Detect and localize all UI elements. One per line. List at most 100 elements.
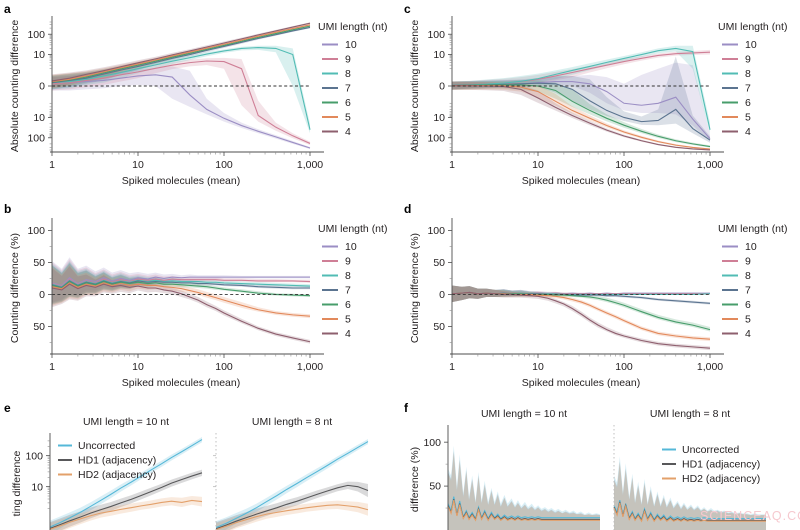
y-tick-label: 50 (433, 257, 445, 269)
legend-label-umi-6: 6 (345, 97, 351, 109)
y-axis-label: Absolute counting difference (409, 20, 421, 152)
x-tick-label: 10 (132, 159, 144, 171)
y-tick-label: 100 (423, 437, 441, 449)
y-tick-label: 50 (33, 321, 45, 333)
facet-title: UMI length = 8 nt (252, 416, 332, 428)
line-uncorrected (613, 500, 766, 521)
legend-title: UMI length (nt) (718, 21, 787, 33)
legend-label-umi-5: 5 (345, 112, 351, 124)
band-umi-8 (52, 261, 310, 304)
legend-label-uncorrected: Uncorrected (78, 440, 135, 452)
band-umi-5 (52, 264, 310, 319)
x-tick-label: 10 (132, 361, 144, 373)
y-tick-label: 100 (25, 450, 43, 462)
band-hd2 (448, 452, 600, 530)
axes: 100 50 0 50 1 10 100 1,000 (27, 218, 324, 373)
line-umi-8 (51, 47, 311, 130)
legend-label-umi-6: 6 (345, 299, 351, 311)
panel-c: c 100 10 0 10 100 1 10 100 1,000 Spiked molecules… (400, 0, 800, 200)
legend-label-umi-7: 7 (345, 83, 351, 95)
band-hd2 (50, 496, 202, 530)
legend-label-umi-10: 10 (745, 241, 757, 253)
line-uncorrected (447, 496, 600, 521)
y-axis-label: Counting difference (%) (409, 233, 421, 343)
legend-label-umi-9: 9 (345, 54, 351, 66)
band-umi-9 (452, 49, 710, 90)
x-tick-label: 1,000 (297, 361, 323, 373)
x-axis-label: Spiked molecules (mean) (522, 377, 640, 389)
legend-label-umi-4: 4 (345, 126, 351, 138)
line-umi-5 (451, 85, 711, 150)
panel-b: b 100 50 0 50 1 10 100 1,000 Spiked molecules (m… (0, 200, 400, 397)
band-hd1 (50, 469, 202, 530)
line-umi-9 (51, 278, 311, 287)
panel-f: f UMI length = 10 nt 100 50 difference (%) U… (400, 397, 800, 530)
legend-title: UMI length (nt) (318, 223, 387, 235)
y-tick-label: 100 (427, 132, 445, 144)
legend-label-umi-5: 5 (745, 112, 751, 124)
x-tick-label: 1,000 (297, 159, 323, 171)
legend-label-umi-7: 7 (745, 83, 751, 95)
band-hd2 (614, 463, 766, 530)
umi-legend: UMI length (nt) 10 9 8 7 6 5 4 (318, 21, 387, 138)
axes: 100 50 0 50 1 10 100 1,000 (427, 218, 724, 373)
x-tick-label: 100 (615, 159, 633, 171)
x-axis-label: Spiked molecules (mean) (522, 175, 640, 187)
y-tick-label: 0 (39, 289, 45, 301)
panel-d: d 100 50 0 50 1 10 100 1,000 Spiked molecules (m… (400, 200, 800, 397)
panel-a: a 100 10 0 10 100 1 10 100 1,000 Spiked molecules… (0, 0, 400, 200)
x-tick-label: 1 (449, 361, 455, 373)
legend-label-umi-4: 4 (745, 126, 751, 138)
line-hd1 (49, 472, 203, 529)
legend-label-uncorrected: Uncorrected (682, 444, 739, 456)
facet-1: UMI length = 8 nt (213, 416, 369, 530)
x-axis-label: Spiked molecules (mean) (122, 175, 240, 187)
line-hd2 (49, 499, 203, 530)
legend-label-umi-7: 7 (345, 285, 351, 297)
band-hd1 (614, 461, 766, 530)
legend-label-umi-8: 8 (745, 68, 751, 80)
legend-label-umi-9: 9 (745, 256, 751, 268)
legend-label-hd2: HD2 (adjacency) (682, 473, 760, 485)
band-uncorrected (216, 438, 368, 530)
panel-d-letter: d (404, 202, 412, 216)
line-umi-7 (51, 26, 311, 84)
y-tick-label: 100 (27, 29, 45, 41)
x-tick-label: 1,000 (697, 159, 723, 171)
line-umi-10 (51, 74, 311, 149)
y-tick-label: 10 (433, 112, 445, 124)
series-lines (451, 291, 711, 349)
y-tick-label: 10 (433, 49, 445, 61)
x-tick-label: 1 (449, 159, 455, 171)
band-umi-6 (452, 80, 710, 148)
band-uncorrected (448, 445, 600, 530)
umi-legend: UMI length (nt) 10 9 8 7 6 5 4 (318, 223, 387, 340)
y-tick-label: 100 (27, 225, 45, 237)
y-tick-label: 10 (33, 49, 45, 61)
legend-label-umi-6: 6 (745, 299, 751, 311)
line-umi-8 (51, 279, 311, 288)
legend-label-umi-6: 6 (745, 97, 751, 109)
umi-legend: UMI length (nt) 10 9 8 7 6 5 4 (718, 21, 787, 138)
line-umi-9 (51, 60, 311, 144)
line-hd1 (215, 484, 369, 530)
y-tick-label: 100 (427, 29, 445, 41)
legend-label-umi-8: 8 (345, 270, 351, 282)
band-umi-5 (452, 285, 710, 342)
line-umi-4 (51, 22, 311, 82)
correction-legend: Uncorrected HD1 (adjacency) HD2 (adjacency… (58, 440, 156, 481)
band-umi-8 (52, 45, 310, 134)
line-umi-4 (452, 85, 711, 151)
confidence-bands (452, 45, 710, 151)
band-umi-10 (52, 66, 310, 150)
y-axis-label: Absolute counting difference (9, 20, 21, 152)
legend-title: UMI length (nt) (318, 21, 387, 33)
legend-label-umi-4: 4 (745, 328, 751, 340)
facet-title: UMI length = 10 nt (481, 408, 567, 420)
x-tick-label: 10 (532, 361, 544, 373)
y-axis-label: Counting difference (%) (9, 233, 21, 343)
